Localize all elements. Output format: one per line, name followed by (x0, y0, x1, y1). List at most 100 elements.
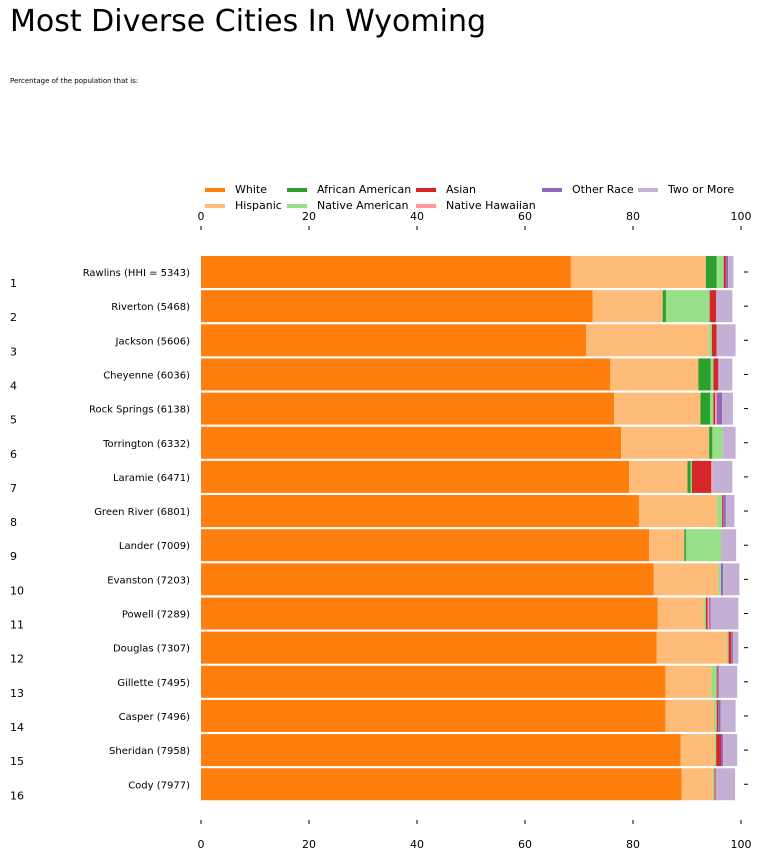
bar-segment (684, 529, 686, 562)
bar-segment (690, 460, 692, 493)
rank-label: 7 (10, 482, 17, 495)
rank-label: 11 (10, 619, 24, 632)
bottom-axis-tick-label: 80 (626, 838, 640, 851)
bar-segment (201, 563, 654, 596)
bar-segment (723, 734, 738, 767)
legend-item: Other Race (542, 183, 634, 196)
bar-segment (722, 495, 724, 528)
rank-label: 8 (10, 516, 17, 529)
bar-segment (629, 460, 688, 493)
top-axis-tick-label: 40 (410, 210, 424, 223)
bar-segment (718, 563, 722, 596)
rank-label: 2 (10, 311, 17, 324)
bar-segment (716, 665, 718, 698)
legend-label: African American (317, 183, 412, 196)
legend-item: Asian (416, 183, 476, 196)
bar-segment (586, 324, 709, 357)
legend-item: Native American (287, 199, 408, 212)
bar-segment (709, 426, 713, 459)
bar-segment (715, 768, 736, 801)
bar-segment (712, 426, 723, 459)
bar-segment (657, 597, 704, 630)
bar-segment (665, 290, 710, 323)
bar-segment (732, 631, 739, 664)
bar-segment (718, 699, 721, 732)
bar-segment (665, 699, 714, 732)
category-label: Cody (7977) (128, 780, 190, 791)
bar-segment (713, 392, 716, 425)
category-label: Laramie (6471) (113, 473, 190, 484)
bottom-axis-tick-label: 60 (518, 838, 532, 851)
top-axis-tick-label: 20 (302, 210, 316, 223)
chart-title: Most Diverse Cities In Wyoming (10, 4, 487, 39)
bar-segment (723, 256, 726, 288)
bar-segment (610, 358, 699, 391)
bar-segment (709, 290, 717, 323)
category-label: Casper (7496) (119, 712, 190, 723)
legend-label: Native Hawaiian (446, 199, 536, 212)
bar-segment (720, 699, 736, 732)
bar-segment (722, 426, 736, 459)
bar-segment (711, 665, 717, 698)
bar-segment (716, 324, 736, 357)
category-label: Jackson (5606) (115, 336, 191, 347)
bar-segment (656, 631, 727, 664)
bar-segment (201, 324, 587, 357)
bar-segment (712, 768, 715, 801)
bar-segment (201, 256, 571, 288)
bar-segment (201, 768, 682, 801)
bar-segment (714, 699, 717, 732)
bar-segment (687, 460, 691, 493)
top-axis-tick-label: 100 (731, 210, 752, 223)
rank-label: 5 (10, 414, 17, 427)
legend-item: African American (287, 183, 411, 196)
bar-segment (718, 358, 733, 391)
bar-segment (705, 256, 717, 288)
legend-swatch (638, 187, 658, 192)
legend-swatch (416, 203, 436, 208)
bar-segment (201, 460, 630, 493)
bar-segment (716, 256, 724, 288)
bar-segment (708, 324, 712, 357)
bottom-axis-tick-label: 20 (302, 838, 316, 851)
bar-segment (709, 597, 711, 630)
legend-label: Native American (317, 199, 409, 212)
bar-segment (711, 324, 717, 357)
rank-label: 15 (10, 755, 24, 768)
bottom-axis-tick-label: 0 (198, 838, 205, 851)
legend-label: White (235, 183, 267, 196)
legend-label: Two or More (668, 183, 735, 196)
top-axis-tick-label: 0 (198, 210, 205, 223)
bar-segment (715, 392, 717, 425)
bar-segment (681, 768, 713, 801)
category-label: Evanston (7203) (107, 575, 190, 586)
bar-segment (713, 358, 719, 391)
rank-label: 1 (10, 277, 17, 290)
legend-swatch (542, 187, 562, 192)
bar-segment (570, 256, 706, 288)
bar-segment (707, 597, 710, 630)
category-label: Rock Springs (6138) (89, 405, 190, 416)
chart-subtitle: Percentage of the population that is: (10, 77, 139, 85)
bar-segment (680, 734, 715, 767)
bar-segment (712, 460, 733, 493)
legend-label: Hispanic (235, 199, 282, 212)
bar-segment (716, 699, 719, 732)
bar-segment (728, 631, 732, 664)
category-label: Green River (6801) (94, 507, 190, 518)
bar-segment (592, 290, 663, 323)
category-label: Douglas (7307) (113, 644, 190, 655)
bar-segment (638, 495, 718, 528)
bar-segment (721, 734, 724, 767)
bar-segment (685, 529, 722, 562)
rank-label: 3 (10, 345, 17, 358)
bar-segment (700, 392, 711, 425)
bar-segment (716, 734, 722, 767)
bar-segment (721, 563, 724, 596)
bar-segment (714, 734, 717, 767)
category-label: Cheyenne (6036) (103, 370, 190, 381)
bar-segment (691, 460, 712, 493)
rank-label: 16 (10, 789, 24, 802)
bottom-axis-tick-label: 40 (410, 838, 424, 851)
